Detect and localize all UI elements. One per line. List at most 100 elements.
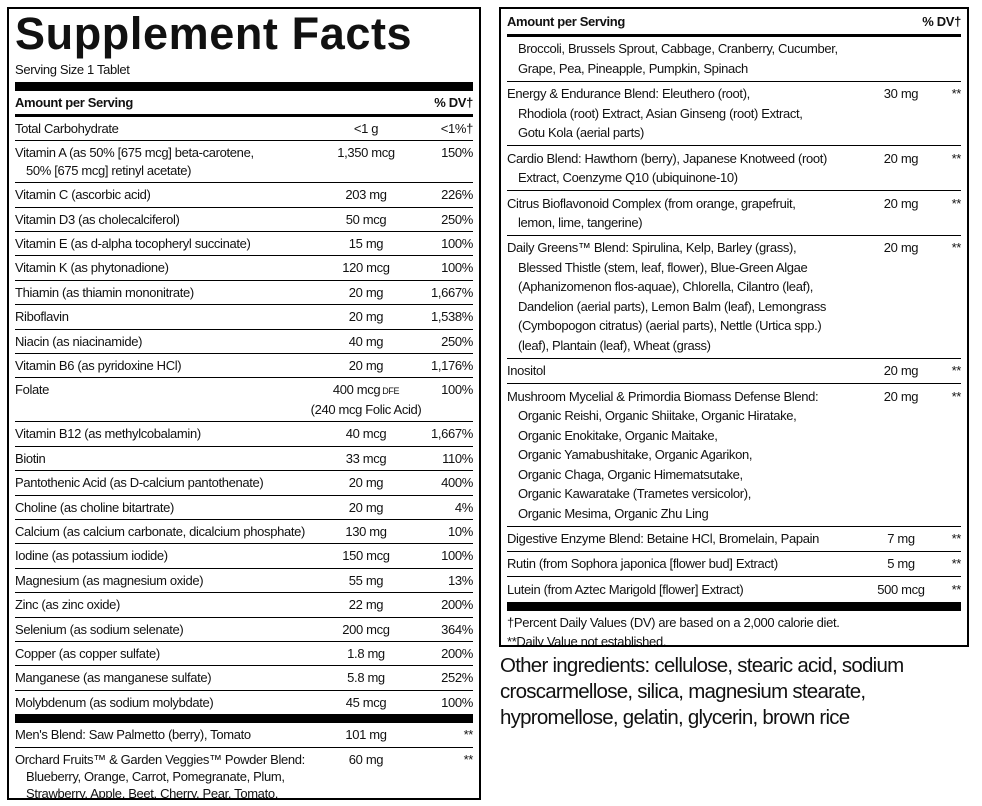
amount-line: 50 mcg: [326, 211, 406, 228]
name-line: Vitamin K (as phytonadione): [15, 260, 169, 276]
name-line: Energy & Endurance Blend: Eleuthero (roo…: [507, 86, 750, 102]
dv-cell: **: [941, 238, 962, 355]
nutrient-name: Copper (as copper sulfate): [15, 645, 326, 662]
nutrient-name: Orchard Fruits™ & Garden Veggies™ Powder…: [15, 751, 326, 798]
daily-value: 364%: [441, 621, 473, 637]
daily-value: **: [463, 751, 474, 767]
nutrient-name: Inositol: [507, 361, 861, 381]
dv-cell: **: [941, 387, 962, 524]
name-line: Blueberry, Orange, Carrot, Pomegranate, …: [26, 768, 285, 784]
amount: 20 mg: [348, 499, 384, 515]
amount-cell: 1.8 mg: [326, 645, 406, 662]
daily-value: **: [951, 388, 962, 404]
daily-value: 226%: [441, 187, 473, 203]
amount-cell: 20 mg: [326, 357, 406, 374]
amount: 200 mcg: [342, 621, 390, 637]
dv-cell: **: [941, 149, 962, 188]
amount-line: 7 mg: [861, 529, 941, 549]
daily-value: 1,176%: [431, 358, 473, 374]
nutrient-row: Thiamin (as thiamin mononitrate) 20 mg 1,6…: [15, 281, 473, 306]
nutrient-row: Orchard Fruits™ & Garden Veggies™ Powder…: [15, 748, 474, 798]
amount-cell: 30 mg: [861, 84, 941, 143]
nutrient-row: Vitamin B6 (as pyridoxine HCl) 20 mg 1,176…: [15, 354, 473, 379]
amount: 20 mg: [883, 363, 919, 379]
nutrient-row: Men's Blend: Saw Palmetto (berry), Tomat…: [15, 723, 474, 748]
nutrient-name: Molybdenum (as sodium molybdate): [15, 694, 326, 711]
daily-value: **: [951, 240, 962, 256]
daily-value: **: [951, 581, 962, 597]
amount: 20 mg: [883, 150, 919, 166]
amount-cell: 20 mg: [861, 238, 941, 355]
amount-line: 20 mg: [326, 284, 406, 301]
nutrient-name: Magnesium (as magnesium oxide): [15, 572, 326, 589]
amount-cell: 130 mg: [326, 523, 406, 540]
dv-cell: **: [941, 361, 962, 381]
name-line: Digestive Enzyme Blend: Betaine HCl, Bro…: [507, 531, 820, 547]
daily-value: **: [951, 531, 962, 547]
nutrient-row: Calcium (as calcium carbonate, dicalcium…: [15, 520, 473, 545]
amount-cell: 55 mg: [326, 572, 406, 589]
nutrient-row: Vitamin C (ascorbic acid) 203 mg 226%: [15, 183, 473, 208]
amount-line: 40 mcg: [326, 425, 406, 442]
amount: 1.8 mg: [347, 645, 385, 661]
name-line: Biotin: [15, 450, 46, 466]
daily-value: **: [463, 727, 474, 743]
nutrient-name: Men's Blend: Saw Palmetto (berry), Tomat…: [15, 726, 326, 743]
amount: 22 mg: [348, 597, 384, 613]
dv-cell: 1,667%: [406, 425, 473, 442]
amount: 5.8 mg: [347, 670, 385, 686]
amount-line: 203 mg: [326, 186, 406, 203]
amount: 7 mg: [887, 531, 915, 547]
amount: 33 mcg: [345, 450, 387, 466]
name-line: Dandelion (aerial parts), Lemon Balm (le…: [518, 298, 827, 314]
dv-cell: [941, 39, 961, 78]
name-line: Magnesium (as magnesium oxide): [15, 572, 204, 588]
name-line: Copper (as copper sulfate): [15, 645, 160, 661]
amount: <1 g: [353, 121, 379, 136]
name-line: Mushroom Mycelial & Primordia Biomass De…: [507, 388, 819, 404]
amount: 40 mg: [348, 333, 384, 349]
daily-value: **: [951, 556, 962, 572]
dv-cell: 150%: [406, 144, 473, 179]
section: Men's Blend: Saw Palmetto (berry), Tomat…: [15, 723, 474, 798]
nutrient-name: Folate: [15, 381, 326, 418]
daily-value: **: [951, 195, 962, 211]
footnote: **Daily Value not established.: [507, 633, 667, 647]
dv-cell: 100%: [406, 694, 473, 711]
nutrient-row: Vitamin A (as 50% [675 mcg] beta-caroten…: [15, 141, 473, 184]
dv-cell: 400%: [406, 474, 473, 491]
dv-cell: 4%: [406, 499, 473, 516]
dv-cell: 100%: [406, 547, 473, 564]
header-dv: % DV†: [922, 14, 961, 29]
daily-value: 4%: [454, 499, 473, 515]
amount-cell: 20 mg: [326, 499, 406, 516]
daily-value: 100%: [441, 236, 473, 252]
amount-cell: 7 mg: [861, 529, 941, 549]
name-line: (leaf), Plantain (leaf), Wheat (grass): [518, 337, 711, 353]
nutrient-row: Copper (as copper sulfate) 1.8 mg 200%: [15, 642, 473, 667]
amount-line: 5.8 mg: [326, 669, 406, 686]
nutrient-name: Citrus Bioflavonoid Complex (from orange…: [507, 194, 861, 233]
dv-cell: **: [406, 726, 474, 743]
name-line: Iodine (as potassium iodide): [15, 548, 168, 564]
daily-value: 1,538%: [431, 309, 473, 325]
name-line: Total Carbohydrate: [15, 121, 119, 136]
name-line: Folate: [15, 382, 50, 398]
nutrient-row: Vitamin D3 (as cholecalciferol) 50 mcg 250…: [15, 208, 473, 233]
dv-cell: 100%: [406, 259, 473, 276]
amount-line: 20 mg: [861, 238, 941, 258]
nutrient-row: Molybdenum (as sodium molybdate) 45 mcg 10…: [15, 691, 473, 714]
nutrient-row: Cardio Blend: Hawthorn (berry), Japanese…: [507, 146, 962, 192]
amount: 500 mcg: [877, 581, 925, 597]
name-line: Rhodiola (root) Extract, Asian Ginseng (…: [518, 105, 803, 121]
amount-line: 130 mg: [326, 523, 406, 540]
daily-value: **: [951, 86, 962, 102]
daily-value: 100%: [441, 548, 473, 564]
nutrient-row: Choline (as choline bitartrate) 20 mg 4%: [15, 496, 473, 520]
dv-cell: 200%: [406, 596, 473, 613]
amount-cell: 20 mg: [861, 361, 941, 381]
dv-cell: 252%: [406, 669, 473, 686]
amount-cell: 203 mg: [326, 186, 406, 203]
section: Total Carbohydrate <1 g <1%† Vitamin A (as …: [15, 117, 473, 714]
name-line: Vitamin C (ascorbic acid): [15, 187, 151, 203]
